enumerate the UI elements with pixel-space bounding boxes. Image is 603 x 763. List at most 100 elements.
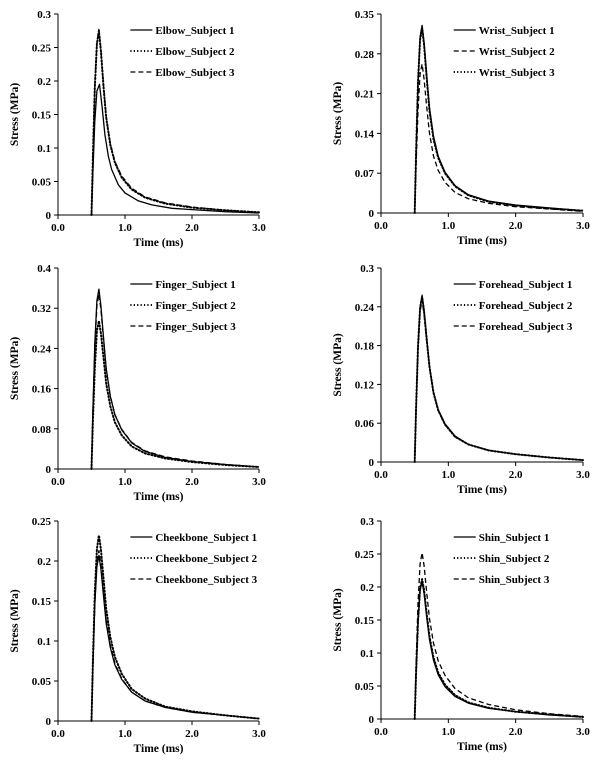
x-tick-label: 0.0: [374, 726, 388, 738]
series-line-1: [90, 83, 260, 216]
legend-label: Shin_Subject 3: [479, 574, 550, 586]
chart-panel-2: 0 0.07 0.14 0.21 0.28 0.35 0.0 1.0 2.0 3.0 Time (m…: [332, 9, 590, 247]
y-tick-label: 0.1: [37, 143, 51, 155]
series-line-2: [90, 319, 260, 470]
x-tick-label: 3.0: [252, 476, 266, 488]
y-tick-label: 0.1: [360, 648, 374, 660]
x-tick-label: 0.0: [51, 728, 65, 740]
y-tick-label: 0.32: [32, 303, 52, 315]
y-tick-label: 0: [369, 457, 375, 469]
y-tick-label: 0.3: [360, 516, 374, 528]
series-line-2: [413, 578, 584, 720]
series-line-1: [90, 288, 260, 470]
series-line-3: [413, 27, 584, 214]
series-line-2: [90, 534, 260, 722]
y-tick-label: 0.25: [355, 549, 375, 561]
legend-label: Elbow_Subject 3: [155, 67, 235, 79]
legend-label: Shin_Subject 2: [479, 553, 550, 565]
y-tick-label: 0.07: [355, 168, 375, 180]
legend-label: Cheekbone_Subject 2: [155, 553, 257, 565]
y-axis-title: Stress (MPa): [9, 589, 21, 653]
x-axis-title: Time (ms): [134, 237, 184, 249]
legend-label: Forehead_Subject 3: [479, 321, 573, 333]
y-tick-label: 0: [46, 210, 52, 222]
x-axis-title: Time (ms): [457, 484, 507, 496]
y-tick-label: 0.35: [355, 9, 375, 21]
legend-label: Wrist_Subject 3: [479, 67, 555, 79]
x-tick-label: 1.0: [441, 220, 455, 232]
y-tick-label: 0.21: [355, 89, 374, 101]
x-tick-label: 0.0: [374, 469, 388, 481]
x-tick-label: 1.0: [441, 726, 455, 738]
y-tick-label: 0: [369, 714, 375, 726]
legend-label: Elbow_Subject 2: [155, 46, 235, 58]
legend-label: Wrist_Subject 2: [479, 46, 555, 58]
y-tick-label: 0.3: [37, 9, 51, 21]
x-tick-label: 3.0: [576, 469, 590, 481]
chart-panel-5: 0 0.05 0.1 0.15 0.2 0.25 0.0 1.0 2.0 3.0 Time (ms)…: [9, 516, 266, 755]
series-line-3: [414, 552, 584, 720]
x-tick-label: 2.0: [509, 469, 523, 481]
series-line-2: [413, 296, 584, 463]
y-tick-label: 0.12: [355, 379, 375, 391]
y-tick-label: 0.2: [360, 582, 374, 594]
x-tick-label: 3.0: [252, 222, 266, 234]
y-axis-title: Stress (MPa): [9, 83, 21, 147]
x-tick-label: 3.0: [576, 220, 590, 232]
y-tick-label: 0.06: [355, 418, 375, 430]
legend-label: Finger_Subject 3: [155, 321, 236, 333]
series-line-2: [414, 63, 584, 214]
y-tick-label: 0.16: [32, 384, 52, 396]
legend-label: Forehead_Subject 2: [479, 300, 573, 312]
y-tick-label: 0.05: [355, 681, 375, 693]
y-tick-label: 0.05: [32, 177, 52, 189]
y-tick-label: 0.05: [32, 676, 52, 688]
x-tick-label: 1.0: [118, 728, 132, 740]
y-tick-label: 0.15: [355, 615, 375, 627]
series-line-3: [414, 299, 584, 463]
legend-label: Cheekbone_Subject 1: [155, 532, 257, 544]
x-tick-label: 2.0: [185, 476, 199, 488]
series-line-2: [90, 29, 260, 216]
x-tick-label: 2.0: [185, 728, 199, 740]
chart-panel-6: 0 0.05 0.1 0.15 0.2 0.25 0.3 0.0 1.0 2.0 3.0 Time (…: [332, 516, 590, 753]
y-tick-label: 0.24: [355, 302, 375, 314]
y-tick-label: 0: [46, 464, 52, 476]
y-tick-label: 0.15: [32, 110, 52, 122]
x-tick-label: 1.0: [118, 476, 132, 488]
y-tick-label: 0.14: [355, 128, 375, 140]
y-tick-label: 0.4: [37, 263, 51, 275]
y-tick-label: 0.3: [360, 263, 374, 275]
y-axis-title: Stress (MPa): [332, 588, 344, 652]
series-line-3: [90, 28, 260, 216]
legend-label: Shin_Subject 1: [479, 532, 550, 544]
series-line-3: [90, 549, 260, 722]
x-tick-label: 0.0: [51, 476, 65, 488]
y-tick-label: 0.24: [32, 343, 52, 355]
y-tick-label: 0.25: [32, 43, 52, 55]
x-axis-title: Time (ms): [457, 741, 507, 753]
y-tick-label: 0: [46, 716, 52, 728]
x-tick-label: 0.0: [51, 222, 65, 234]
x-tick-label: 3.0: [576, 726, 590, 738]
y-tick-label: 0.25: [32, 516, 52, 528]
series-line-1: [414, 581, 584, 720]
chart-panel-1: 0 0.05 0.1 0.15 0.2 0.25 0.3 0.0 1.0 2.0 3.0 Time (…: [9, 9, 266, 249]
y-tick-label: 0.15: [32, 596, 52, 608]
legend-label: Wrist_Subject 1: [479, 25, 555, 37]
legend-label: Elbow_Subject 1: [155, 25, 234, 37]
x-tick-label: 2.0: [185, 222, 199, 234]
legend-label: Finger_Subject 1: [155, 279, 235, 291]
x-tick-label: 0.0: [374, 220, 388, 232]
x-tick-label: 1.0: [441, 469, 455, 481]
legend-label: Cheekbone_Subject 3: [155, 574, 257, 586]
legend-label: Forehead_Subject 1: [479, 279, 573, 291]
chart-panel-4: 0 0.06 0.12 0.18 0.24 0.3 0.0 1.0 2.0 3.0 Time (ms…: [332, 263, 590, 496]
x-tick-label: 3.0: [252, 728, 266, 740]
y-tick-label: 0: [369, 208, 375, 220]
y-axis-title: Stress (MPa): [332, 82, 344, 146]
y-tick-label: 0.08: [32, 424, 52, 436]
y-axis-title: Stress (MPa): [9, 337, 21, 401]
y-axis-title: Stress (MPa): [332, 333, 344, 397]
